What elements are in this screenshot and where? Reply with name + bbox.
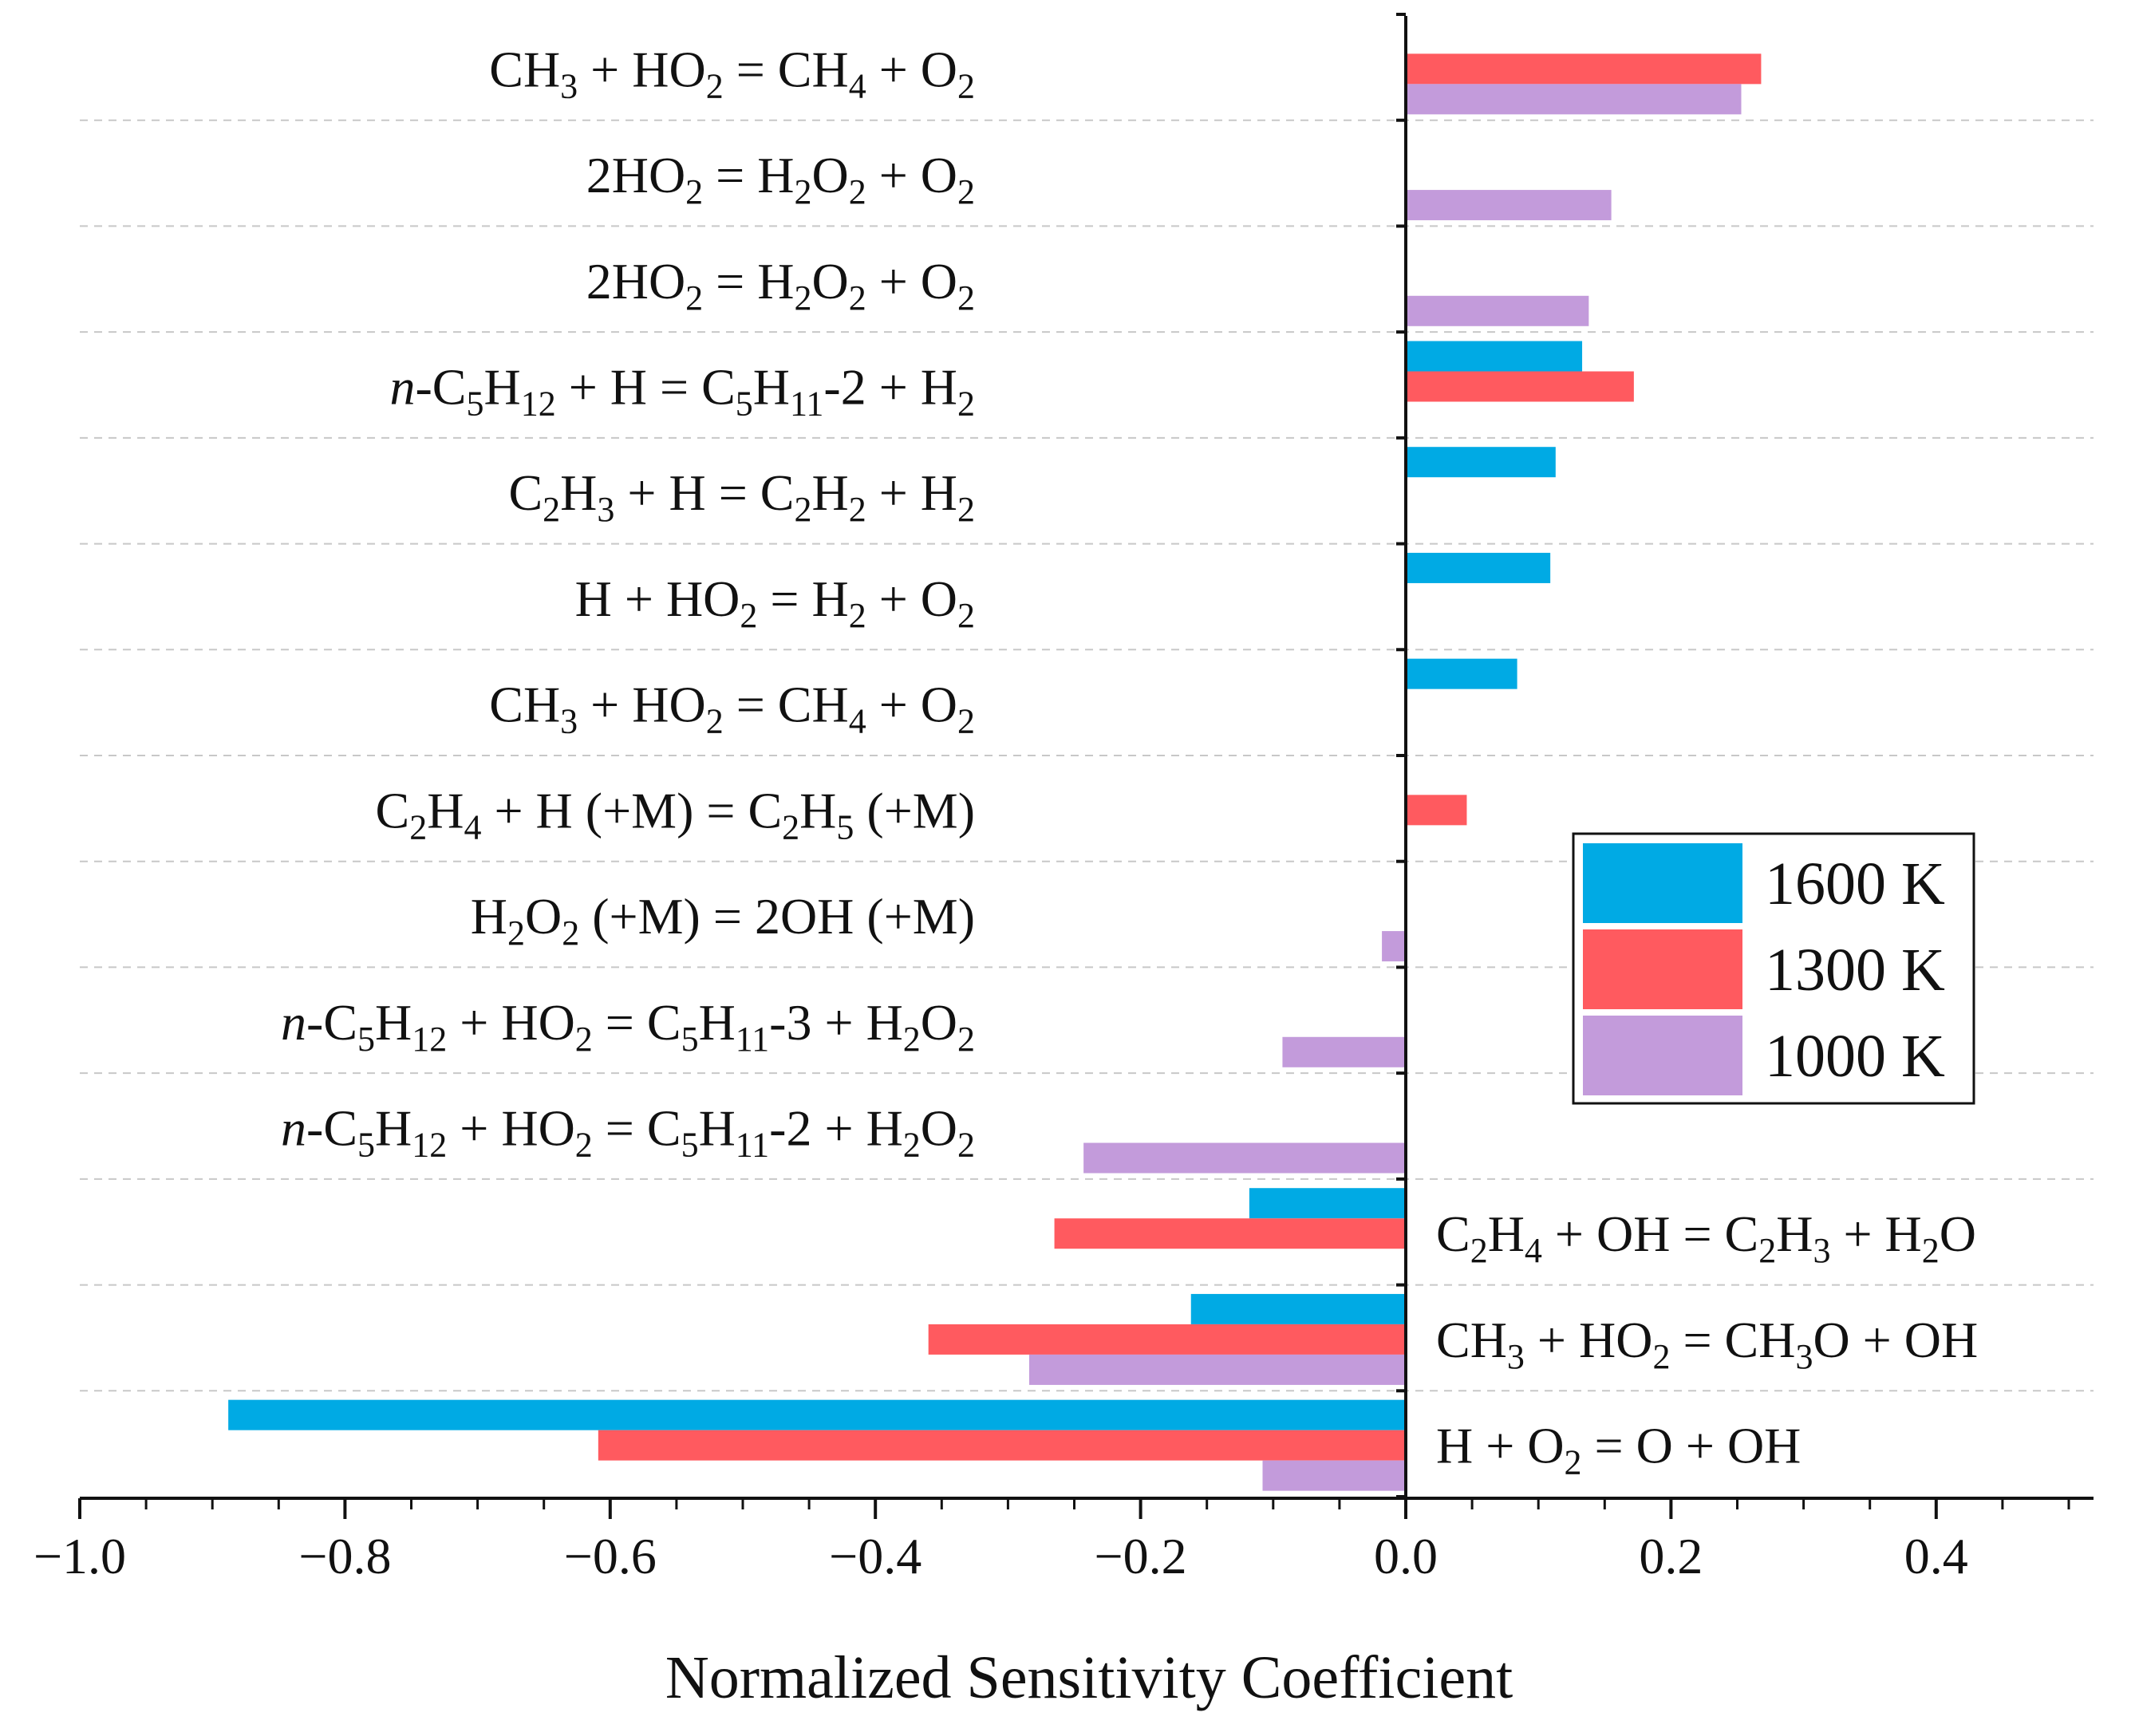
bar-1000k <box>1382 931 1406 962</box>
bar-1000k <box>1282 1036 1406 1067</box>
x-tick-label: 0.0 <box>1374 1528 1438 1584</box>
reaction-label: C2H4 + H (+M) = C2H5 (+M) <box>376 782 975 846</box>
legend-swatch <box>1583 929 1742 1009</box>
bar-1300k <box>928 1324 1406 1355</box>
reaction-label: CH3 + HO2 = CH4 + O2 <box>489 677 975 741</box>
bar-1600k <box>1406 341 1583 372</box>
bar-1600k <box>1190 1293 1406 1324</box>
reaction-label: H2O2 (+M) = 2OH (+M) <box>471 888 975 953</box>
x-tick-label: −0.4 <box>829 1528 921 1584</box>
reaction-label: C2H4 + OH = C2H3 + H2O <box>1436 1205 1976 1270</box>
bar-1300k <box>1406 795 1467 826</box>
reaction-label: H + HO2 = H2 + O2 <box>575 570 975 635</box>
bar-1600k <box>1249 1188 1406 1219</box>
bars <box>228 53 1762 1491</box>
gridlines <box>80 119 2094 1392</box>
reaction-label: n-C5H12 + H = C5H11-2 + H2 <box>389 359 975 424</box>
bar-1300k <box>1406 53 1762 85</box>
legend-label: 1000 K <box>1765 1023 1945 1090</box>
legend-swatch <box>1583 1016 1742 1095</box>
reaction-label: n-C5H12 + HO2 = C5H11-3 + H2O2 <box>281 994 975 1059</box>
legend-swatch <box>1583 843 1742 923</box>
legend-label: 1300 K <box>1765 937 1945 1004</box>
bar-1300k <box>1406 371 1634 402</box>
reaction-label: CH3 + HO2 = CH3O + OH <box>1436 1312 1978 1376</box>
bar-1000k <box>1406 190 1612 221</box>
bar-1000k <box>1083 1142 1406 1174</box>
axes: −1.0 −0.8 −0.6 −0.4 −0.2 0.0 0.2 0.4 <box>34 13 2094 1584</box>
reaction-label: C2H3 + H = C2H2 + H2 <box>508 464 975 529</box>
reaction-label: n-C5H12 + HO2 = C5H11-2 + H2O2 <box>281 1100 975 1165</box>
bar-1600k <box>228 1399 1406 1430</box>
reaction-labels: CH3 + HO2 = CH4 + O2 2HO2 = H2O2 + O2 2HO2… <box>281 41 1978 1482</box>
reaction-label: CH3 + HO2 = CH4 + O2 <box>489 41 975 105</box>
x-tick-label: 0.4 <box>1904 1528 1968 1584</box>
bar-1000k <box>1262 1460 1406 1491</box>
x-tick-label: 0.2 <box>1639 1528 1703 1584</box>
x-tick-label: −0.6 <box>564 1528 657 1584</box>
x-axis-title: Normalized Sensitivity Coefficient <box>665 1644 1513 1711</box>
x-tick-label: −1.0 <box>34 1528 126 1584</box>
bar-1600k <box>1406 552 1551 583</box>
reaction-label: 2HO2 = H2O2 + O2 <box>586 147 975 211</box>
x-tick-label: −0.2 <box>1095 1528 1187 1584</box>
bar-1000k <box>1028 1354 1406 1385</box>
bar-1600k <box>1406 447 1556 478</box>
reaction-label: 2HO2 = H2O2 + O2 <box>586 253 975 318</box>
x-tick-label: −0.8 <box>298 1528 391 1584</box>
bar-1000k <box>1406 84 1742 115</box>
bar-1300k <box>1054 1218 1406 1249</box>
legend: 1600 K 1300 K 1000 K <box>1572 832 1975 1105</box>
bar-1000k <box>1406 295 1589 326</box>
bar-1600k <box>1406 658 1517 689</box>
bar-1300k <box>598 1430 1406 1461</box>
reaction-label: H + O2 = O + OH <box>1436 1418 1801 1482</box>
legend-label: 1600 K <box>1765 850 1945 917</box>
